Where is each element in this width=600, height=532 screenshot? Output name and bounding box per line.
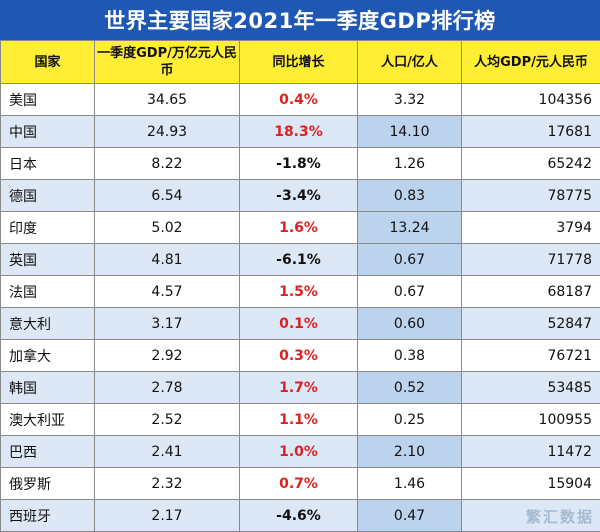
cell-gdp: 3.17 (95, 308, 240, 340)
cell-population: 1.46 (358, 468, 462, 500)
cell-growth: 1.5% (240, 276, 358, 308)
cell-growth: 0.1% (240, 308, 358, 340)
cell-gdp: 2.17 (95, 500, 240, 532)
cell-population: 0.67 (358, 244, 462, 276)
cell-growth: -1.8% (240, 148, 358, 180)
cell-country: 英国 (1, 244, 95, 276)
cell-growth: 0.4% (240, 84, 358, 116)
cell-country: 澳大利亚 (1, 404, 95, 436)
cell-country: 韩国 (1, 372, 95, 404)
cell-per-capita: 15904 (462, 468, 600, 500)
cell-per-capita: 78775 (462, 180, 600, 212)
cell-country: 俄罗斯 (1, 468, 95, 500)
cell-population: 13.24 (358, 212, 462, 244)
cell-country: 加拿大 (1, 340, 95, 372)
cell-population: 14.10 (358, 116, 462, 148)
cell-per-capita: 71778 (462, 244, 600, 276)
col-header-population: 人口/亿人 (358, 41, 462, 84)
cell-gdp: 2.32 (95, 468, 240, 500)
table-title: 世界主要国家2021年一季度GDP排行榜 (0, 0, 600, 40)
cell-gdp: 6.54 (95, 180, 240, 212)
gdp-table: 国家 一季度GDP/万亿元人民币 同比增长 人口/亿人 人均GDP/元人民币 美… (0, 40, 600, 532)
cell-population: 2.10 (358, 436, 462, 468)
cell-growth: 0.7% (240, 468, 358, 500)
cell-gdp: 2.52 (95, 404, 240, 436)
cell-gdp: 4.57 (95, 276, 240, 308)
cell-country: 美国 (1, 84, 95, 116)
cell-gdp: 2.41 (95, 436, 240, 468)
cell-gdp: 5.02 (95, 212, 240, 244)
cell-country: 意大利 (1, 308, 95, 340)
header-row: 国家 一季度GDP/万亿元人民币 同比增长 人口/亿人 人均GDP/元人民币 (1, 41, 600, 84)
cell-gdp: 4.81 (95, 244, 240, 276)
cell-growth: -6.1% (240, 244, 358, 276)
cell-gdp: 24.93 (95, 116, 240, 148)
cell-growth: 1.1% (240, 404, 358, 436)
cell-gdp: 34.65 (95, 84, 240, 116)
cell-per-capita: 53485 (462, 372, 600, 404)
cell-gdp: 2.92 (95, 340, 240, 372)
cell-per-capita: 76721 (462, 340, 600, 372)
cell-population: 3.32 (358, 84, 462, 116)
cell-population: 0.83 (358, 180, 462, 212)
cell-growth: 1.6% (240, 212, 358, 244)
cell-growth: 1.0% (240, 436, 358, 468)
cell-growth: -3.4% (240, 180, 358, 212)
cell-growth: -4.6% (240, 500, 358, 532)
cell-population: 0.60 (358, 308, 462, 340)
cell-country: 法国 (1, 276, 95, 308)
cell-population: 0.38 (358, 340, 462, 372)
cell-population: 0.52 (358, 372, 462, 404)
cell-growth: 1.7% (240, 372, 358, 404)
cell-country: 西班牙 (1, 500, 95, 532)
cell-population: 1.26 (358, 148, 462, 180)
col-header-gdp: 一季度GDP/万亿元人民币 (95, 41, 240, 84)
cell-per-capita: 3794 (462, 212, 600, 244)
cell-per-capita: 104356 (462, 84, 600, 116)
cell-population: 0.47 (358, 500, 462, 532)
cell-per-capita: 68187 (462, 276, 600, 308)
cell-per-capita: 11472 (462, 436, 600, 468)
cell-growth: 18.3% (240, 116, 358, 148)
cell-gdp: 2.78 (95, 372, 240, 404)
col-header-growth: 同比增长 (240, 41, 358, 84)
cell-country: 德国 (1, 180, 95, 212)
cell-growth: 0.3% (240, 340, 358, 372)
cell-country: 中国 (1, 116, 95, 148)
cell-per-capita: 65242 (462, 148, 600, 180)
cell-per-capita: 17681 (462, 116, 600, 148)
col-header-country: 国家 (1, 41, 95, 84)
cell-population: 0.67 (358, 276, 462, 308)
col-header-per-capita: 人均GDP/元人民币 (462, 41, 600, 84)
cell-country: 日本 (1, 148, 95, 180)
cell-country: 印度 (1, 212, 95, 244)
cell-per-capita: 52847 (462, 308, 600, 340)
cell-per-capita: 100955 (462, 404, 600, 436)
cell-gdp: 8.22 (95, 148, 240, 180)
cell-population: 0.25 (358, 404, 462, 436)
watermark-text: 繁汇数据 (526, 506, 594, 527)
cell-country: 巴西 (1, 436, 95, 468)
